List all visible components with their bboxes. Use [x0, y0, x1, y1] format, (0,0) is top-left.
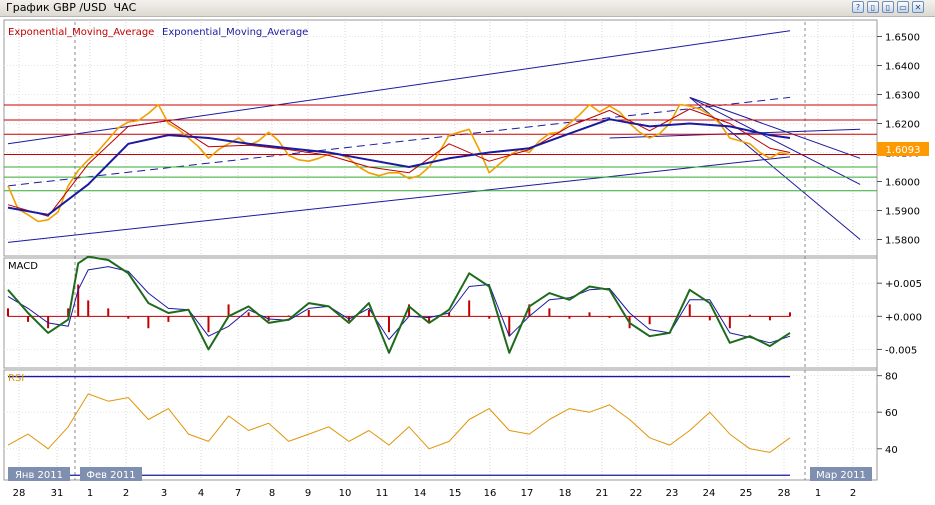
layout-button[interactable]: ▯	[867, 1, 879, 13]
x-tick-label: 1	[87, 488, 93, 499]
macd-tick-label: +0.005	[885, 279, 922, 290]
x-tick-label: 28	[778, 488, 791, 499]
price-tick-label: 1.5900	[885, 207, 920, 218]
help-button[interactable]: ?	[852, 1, 864, 13]
x-tick-label: 11	[376, 488, 389, 499]
trend-line	[7, 156, 791, 243]
x-tick-label: 15	[449, 488, 462, 499]
macd-tick-label: +0.000	[885, 312, 922, 323]
month-tag-feb	[80, 467, 142, 481]
macd-title: MACD	[8, 261, 38, 272]
price-tick-label: 1.6300	[885, 91, 920, 102]
x-tick-label: 24	[703, 488, 716, 499]
month-label-feb: Фев 2011	[86, 470, 135, 481]
x-tick-label: 16	[484, 488, 497, 499]
current-price-box	[877, 142, 929, 156]
x-tick-label: 22	[630, 488, 643, 499]
price-tick-label: 1.6500	[885, 33, 920, 44]
x-tick-label: 7	[235, 488, 241, 499]
month-label-mar: Мар 2011	[816, 470, 866, 481]
x-tick-label: 3	[161, 488, 167, 499]
trend-line	[7, 96, 791, 187]
x-tick-label: 4	[198, 488, 204, 499]
x-tick-label: 25	[740, 488, 753, 499]
minimize-button[interactable]: ▭	[897, 1, 909, 13]
legend-ema-blue: Exponential_Moving_Average	[162, 27, 308, 38]
x-tick-label: 14	[414, 488, 427, 499]
macd-tick-label: -0.005	[885, 345, 917, 356]
month-tag-mar	[810, 467, 872, 481]
trend-line	[689, 96, 861, 159]
x-tick-label: 8	[269, 488, 275, 499]
rsi-tick-label: 60	[885, 408, 898, 419]
x-tick-label: 1	[815, 488, 821, 499]
x-tick-label: 21	[596, 488, 609, 499]
price-series-line	[7, 103, 791, 223]
x-tick-label: 2	[850, 488, 856, 499]
macd-line	[7, 255, 791, 354]
ema-red-line	[7, 108, 791, 217]
rsi-line	[7, 393, 791, 453]
trend-line	[689, 96, 861, 185]
x-tick-label: 31	[51, 488, 64, 499]
x-tick-label: 2	[123, 488, 129, 499]
month-tag-jan	[8, 467, 70, 481]
macd-pane	[3, 257, 878, 369]
x-tick-label: 18	[559, 488, 572, 499]
rsi-title: RSI	[8, 373, 24, 384]
legend-ema-red: Exponential_Moving_Average	[8, 27, 154, 38]
price-tick-label: 1.6000	[885, 178, 920, 189]
x-tick-label: 28	[13, 488, 26, 499]
month-label-jan: Янв 2011	[15, 470, 63, 481]
price-tick-label: 1.6200	[885, 120, 920, 131]
tile-button[interactable]: ▯	[882, 1, 894, 13]
rsi-pane	[3, 369, 878, 481]
rsi-tick-label: 40	[885, 445, 898, 456]
x-tick-label: 23	[666, 488, 679, 499]
close-button[interactable]: ✕	[912, 1, 924, 13]
price-tick-label: 1.5800	[885, 236, 920, 247]
rsi-tick-label: 80	[885, 372, 898, 383]
ema-blue-line	[7, 118, 791, 216]
x-tick-label: 17	[521, 488, 534, 499]
price-tick-label: 1.6400	[885, 62, 920, 73]
x-tick-label: 9	[305, 488, 311, 499]
window-title: График GBP /USD ЧАС	[6, 1, 137, 14]
title-bar: График GBP /USD ЧАС ? ▯ ▯ ▭ ✕	[0, 0, 935, 17]
current-price-label: 1.6093	[886, 145, 921, 156]
x-tick-label: 10	[339, 488, 352, 499]
